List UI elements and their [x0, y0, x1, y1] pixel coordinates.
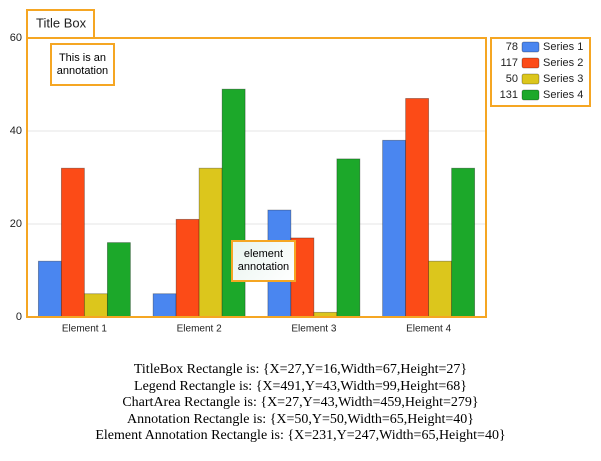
x-tick-label: Element 2	[177, 324, 222, 335]
legend-label: Series 3	[543, 73, 583, 85]
bar	[175, 218, 200, 318]
element-annotation: element annotation	[231, 240, 296, 282]
info-line: Element Annotation Rectangle is: {X=231,…	[95, 428, 506, 443]
legend-swatch	[521, 41, 540, 53]
bar	[336, 158, 361, 318]
legend-swatch	[521, 89, 540, 101]
legend-label: Series 4	[543, 89, 583, 101]
bar	[221, 88, 246, 318]
bar	[382, 139, 407, 318]
chart-title: Title Box	[36, 15, 87, 30]
x-tick-label: Element 3	[291, 324, 336, 335]
bar	[428, 260, 453, 318]
legend-swatch	[521, 57, 540, 69]
bar	[405, 98, 430, 318]
y-tick-label: 0	[16, 311, 22, 323]
bar	[106, 242, 131, 318]
bar	[60, 167, 85, 318]
x-tick-label: Element 1	[62, 324, 107, 335]
bar	[83, 293, 108, 318]
title-tab	[26, 9, 95, 38]
bar	[37, 260, 62, 318]
y-tick-label: 60	[10, 32, 22, 44]
legend-total: 78	[506, 41, 518, 53]
legend-total: 131	[500, 89, 518, 101]
info-line: Annotation Rectangle is: {X=50,Y=50,Widt…	[127, 411, 474, 427]
legend-label: Series 1	[543, 41, 583, 53]
bar	[152, 293, 177, 318]
legend-label: Series 2	[543, 57, 583, 69]
legend-border	[490, 37, 591, 107]
annotation: This is an annotation	[50, 43, 115, 86]
x-tick-label: Element 4	[406, 324, 451, 335]
bar	[451, 167, 476, 318]
y-tick-label: 20	[10, 218, 22, 230]
chart-area-border	[26, 37, 487, 318]
legend-swatch	[521, 73, 540, 85]
info-line: Legend Rectangle is: {X=491,Y=43,Width=9…	[134, 378, 467, 394]
y-tick-label: 40	[10, 125, 22, 137]
info-line: TitleBox Rectangle is: {X=27,Y=16,Width=…	[133, 362, 468, 377]
info-text: TitleBox Rectangle is: {X=27,Y=16,Width=…	[0, 362, 601, 445]
info-line: ChartArea Rectangle is: {X=27,Y=43,Width…	[122, 395, 479, 410]
bar	[198, 167, 223, 318]
legend-total: 117	[500, 57, 518, 69]
legend-total: 50	[506, 73, 518, 85]
